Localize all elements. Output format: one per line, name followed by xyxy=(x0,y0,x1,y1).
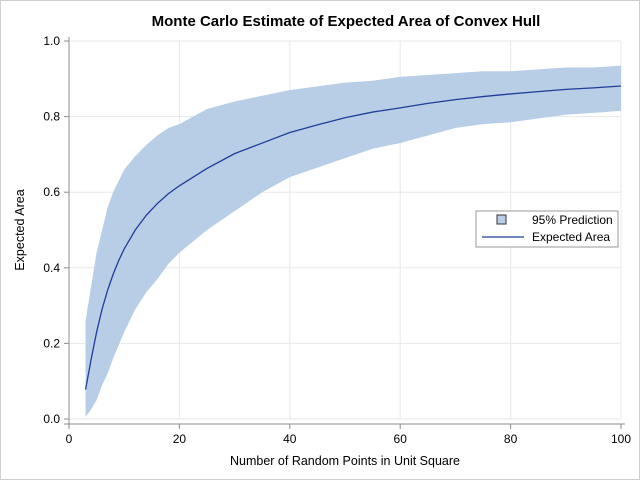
x-tick-label: 0 xyxy=(66,432,73,446)
expected-area-line xyxy=(84,85,622,390)
x-tick-label: 80 xyxy=(504,432,518,446)
x-tick-label: 40 xyxy=(283,432,297,446)
x-tick-label: 20 xyxy=(173,432,187,446)
x-tick-label: 100 xyxy=(611,432,631,446)
y-tick-label: 0.0 xyxy=(43,412,60,426)
axes-layer: 0 20 40 60 80 100 0.0 0.2 0.4 0.6 0.8 1.0 xyxy=(43,34,631,446)
legend-band-swatch xyxy=(496,214,507,225)
y-tick-label: 1.0 xyxy=(43,34,60,48)
y-tick-label: 0.4 xyxy=(43,261,60,275)
chart-title: Monte Carlo Estimate of Expected Area of… xyxy=(152,13,541,30)
legend-band-label: 95% Prediction xyxy=(532,213,613,227)
prediction-band xyxy=(85,65,621,418)
x-tick-label: 60 xyxy=(394,432,408,446)
y-axis-label: Expected Area xyxy=(13,189,27,270)
legend: 95% Prediction Expected Area xyxy=(475,210,619,248)
y-tick-label: 0.2 xyxy=(43,336,60,350)
plot-layer xyxy=(84,65,622,418)
y-tick-label: 0.6 xyxy=(43,185,60,199)
x-axis-label: Number of Random Points in Unit Square xyxy=(230,454,460,468)
legend-line-label: Expected Area xyxy=(532,230,610,244)
y-tick-label: 0.8 xyxy=(43,110,60,124)
